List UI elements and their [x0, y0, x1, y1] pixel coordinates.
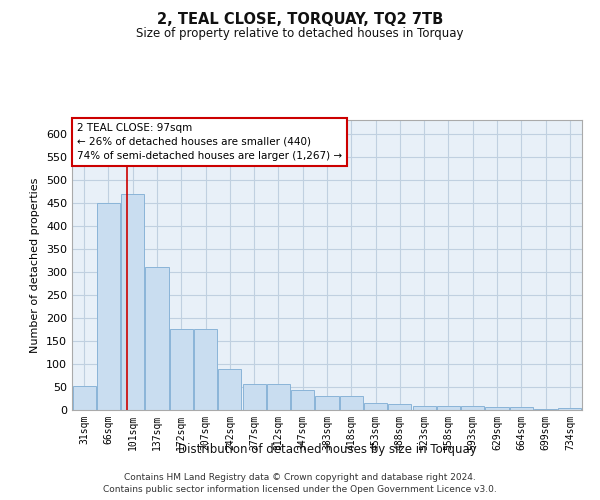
Bar — [73, 386, 95, 410]
Y-axis label: Number of detached properties: Number of detached properties — [31, 178, 40, 352]
Bar — [194, 330, 217, 410]
Bar — [170, 330, 193, 410]
Bar — [559, 408, 581, 410]
Bar — [364, 403, 387, 410]
Text: Size of property relative to detached houses in Torquay: Size of property relative to detached ho… — [136, 28, 464, 40]
Bar — [388, 404, 412, 410]
Bar — [534, 409, 557, 410]
Bar — [97, 203, 120, 410]
Bar — [340, 396, 363, 410]
Bar — [413, 406, 436, 410]
Bar — [121, 194, 144, 410]
Text: 2 TEAL CLOSE: 97sqm
← 26% of detached houses are smaller (440)
74% of semi-detac: 2 TEAL CLOSE: 97sqm ← 26% of detached ho… — [77, 123, 342, 161]
Bar — [461, 406, 484, 410]
Bar — [485, 407, 509, 410]
Bar — [437, 406, 460, 410]
Bar — [145, 268, 169, 410]
Text: Contains HM Land Registry data © Crown copyright and database right 2024.: Contains HM Land Registry data © Crown c… — [124, 472, 476, 482]
Text: 2, TEAL CLOSE, TORQUAY, TQ2 7TB: 2, TEAL CLOSE, TORQUAY, TQ2 7TB — [157, 12, 443, 28]
Bar — [291, 390, 314, 410]
Text: Contains public sector information licensed under the Open Government Licence v3: Contains public sector information licen… — [103, 485, 497, 494]
Bar — [316, 396, 338, 410]
Bar — [510, 407, 533, 410]
Bar — [267, 384, 290, 410]
Text: Distribution of detached houses by size in Torquay: Distribution of detached houses by size … — [178, 442, 476, 456]
Bar — [218, 370, 241, 410]
Bar — [242, 384, 266, 410]
